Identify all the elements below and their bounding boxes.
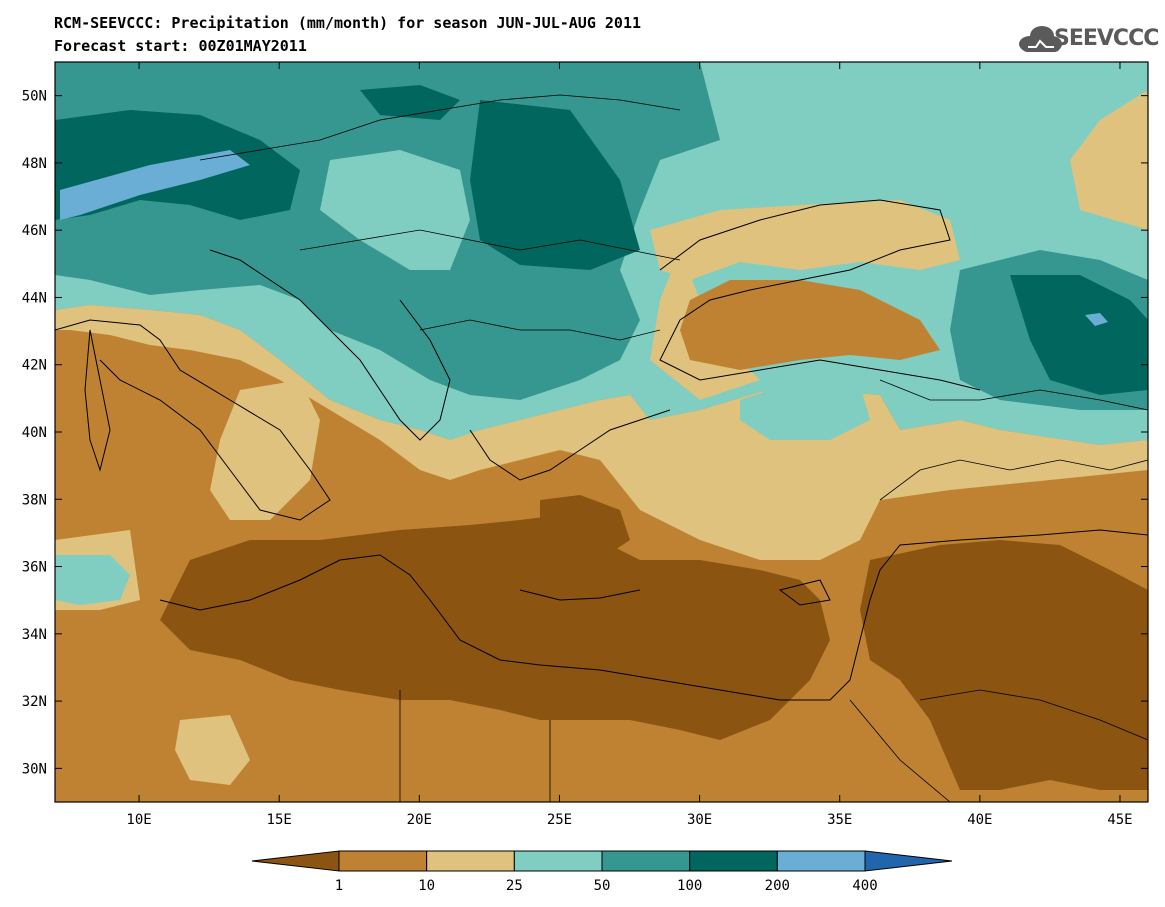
lon-tick-label: 20E — [407, 812, 432, 828]
colorbar-label: 1 — [335, 878, 343, 894]
precipitation-field — [55, 62, 1148, 802]
lat-tick-label: 32N — [22, 694, 47, 710]
colorbar-segment — [776, 850, 866, 872]
lat-tick-label: 44N — [22, 290, 47, 306]
colorbar-segment — [689, 850, 778, 872]
lat-tick-label: 42N — [22, 358, 47, 374]
lat-tick-label: 30N — [22, 761, 47, 777]
country-borders — [199, 94, 1148, 802]
lat-tick-label: 38N — [22, 492, 47, 508]
cloud-icon — [1019, 26, 1062, 52]
colorbar-label: 50 — [594, 878, 611, 894]
lat-tick-label: 36N — [22, 560, 47, 576]
lat-tick-label: 46N — [22, 223, 47, 239]
colorbar-segment — [338, 850, 428, 872]
colorbar-label: 10 — [418, 878, 435, 894]
latitude-axis: 30N 32N 34N 36N 38N 40N 42N 44N 46N 48N 50N — [22, 89, 1148, 777]
colorbar: 1 10 25 50 100 200 400 — [251, 850, 953, 894]
lat-tick-label: 34N — [22, 627, 47, 643]
lon-tick-label: 15E — [267, 812, 292, 828]
lon-tick-label: 25E — [547, 812, 572, 828]
colorbar-segment — [251, 850, 340, 872]
lat-tick-label: 50N — [22, 89, 47, 105]
colorbar-segment — [513, 850, 603, 872]
forecast-start-subtitle: Forecast start: 00Z01MAY2011 — [54, 37, 307, 55]
longitude-axis: 10E 15E 20E 25E 30E 35E 40E 45E — [126, 62, 1133, 828]
colorbar-segment — [601, 850, 691, 872]
colorbar-label: 100 — [677, 878, 702, 894]
lon-tick-label: 45E — [1107, 812, 1132, 828]
map-title: RCM-SEEVCCC: Precipitation (mm/month) fo… — [54, 14, 641, 32]
lon-tick-label: 35E — [827, 812, 852, 828]
lat-tick-label: 48N — [22, 156, 47, 172]
colorbar-label: 25 — [506, 878, 523, 894]
coastlines — [55, 199, 1148, 701]
colorbar-segment — [426, 850, 515, 872]
lon-tick-label: 40E — [967, 812, 992, 828]
colorbar-label: 400 — [852, 878, 877, 894]
lat-tick-label: 40N — [22, 425, 47, 441]
logo-text: SEEVCCC — [1054, 26, 1159, 51]
colorbar-label: 200 — [765, 878, 790, 894]
colorbar-segment — [864, 850, 953, 872]
lon-tick-label: 10E — [126, 812, 151, 828]
lon-tick-label: 30E — [687, 812, 712, 828]
